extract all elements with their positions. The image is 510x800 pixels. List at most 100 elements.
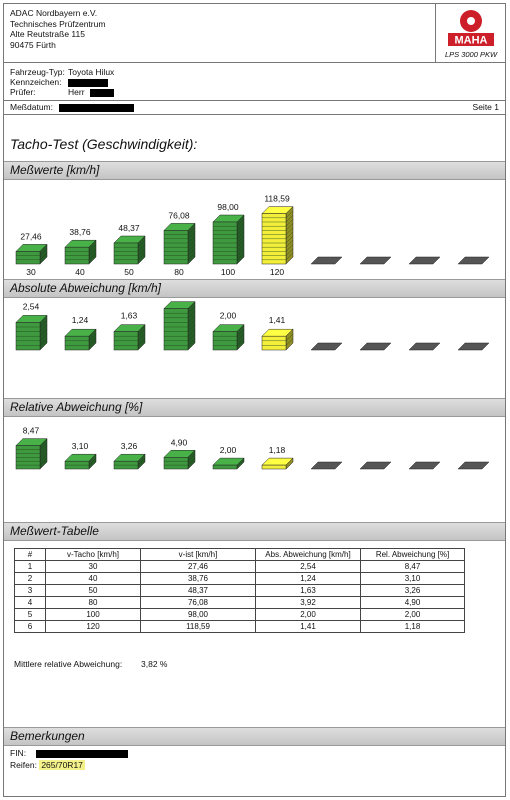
address-line: Alte Reutstraße 115 xyxy=(10,29,85,39)
table-cell: 1,41 xyxy=(255,620,361,633)
table-row: 3 50 48,37 1,63 3,26 xyxy=(14,584,465,597)
category-label: 30 xyxy=(26,267,36,277)
empty-slot xyxy=(310,256,343,265)
data-label: 1,18 xyxy=(269,445,286,455)
empty-slot xyxy=(359,256,392,265)
data-label: 3,10 xyxy=(72,441,89,451)
average-value: 3,82 % xyxy=(141,659,168,669)
table-cell: 4 xyxy=(14,596,46,609)
table-row: 1 30 27,46 2,54 8,47 xyxy=(14,560,465,573)
data-label: 48,37 xyxy=(118,223,140,233)
table-cell: 2,00 xyxy=(255,608,361,621)
bar xyxy=(212,457,245,470)
data-label: 3,26 xyxy=(121,441,138,451)
empty-slot xyxy=(408,342,441,351)
column-header: v-Tacho [km/h] xyxy=(45,548,141,561)
tester-value: Herr xyxy=(68,87,85,97)
tires-row: Reifen: 265/70R17 xyxy=(10,760,85,770)
fin-label: FIN: xyxy=(10,748,27,758)
empty-slot xyxy=(408,256,441,265)
redacted-fin xyxy=(36,749,129,758)
bar xyxy=(163,300,196,351)
table-cell: 3,10 xyxy=(360,572,465,585)
data-label: 98,00 xyxy=(217,202,239,212)
bar xyxy=(64,239,97,265)
table-cell: 6 xyxy=(14,620,46,633)
table-row: 4 80 76,08 3,92 4,90 xyxy=(14,596,465,609)
section-title: Meßwerte [km/h] xyxy=(10,163,100,177)
bar xyxy=(15,314,48,351)
vehicle-type-value: Toyota Hilux xyxy=(68,67,115,77)
column-header: # xyxy=(14,548,46,561)
table-cell: 40 xyxy=(45,572,141,585)
table-cell: 100 xyxy=(45,608,141,621)
tires-value: 265/70R17 xyxy=(39,760,85,770)
table-cell: 48,37 xyxy=(140,584,256,597)
section-title: Relative Abweichung [%] xyxy=(10,400,143,414)
bar xyxy=(261,205,294,265)
bar xyxy=(163,449,196,470)
empty-slot xyxy=(359,342,392,351)
bar xyxy=(261,457,294,470)
table-cell: 3,26 xyxy=(360,584,465,597)
address-block: ADAC Nordbayern e.V. Technisches Prüfzen… xyxy=(10,8,105,50)
bar xyxy=(15,437,48,470)
data-label: 2,00 xyxy=(220,445,237,455)
logo-text: MAHA xyxy=(455,35,488,47)
table-cell: 3,92 xyxy=(255,596,361,609)
gear-logo-icon: MAHA xyxy=(448,10,494,47)
address-line: Technisches Prüfzentrum xyxy=(10,18,106,29)
section-title: Bemerkungen xyxy=(10,729,85,743)
redacted-tester xyxy=(89,88,114,97)
vehicle-type-row: Fahrzeug-Typ: Toyota Hilux xyxy=(10,67,114,77)
data-label: 1,41 xyxy=(269,315,286,325)
category-label: 40 xyxy=(75,267,85,277)
category-label: 80 xyxy=(174,267,184,277)
tester-label: Prüfer: xyxy=(10,87,36,97)
data-label: 1,24 xyxy=(72,315,89,325)
table-cell: 1,18 xyxy=(360,620,465,633)
data-label: 1,63 xyxy=(121,311,138,321)
bar xyxy=(113,323,146,351)
measured-values-chart: 27,46 30 38,76 40 48,37 50 76,08 80 98,00 100 118,… xyxy=(15,194,490,277)
data-label: 27,46 xyxy=(20,231,42,241)
table-cell: 76,08 xyxy=(140,596,256,609)
table-cell: 118,59 xyxy=(140,620,256,633)
table-cell: 27,46 xyxy=(140,560,256,573)
plate-row: Kennzeichen: xyxy=(10,77,108,87)
table-cell: 1,24 xyxy=(255,572,361,585)
section-title: Absolute Abweichung [km/h] xyxy=(10,281,161,295)
average-deviation: Mittlere relative Abweichung: 3,82 % xyxy=(14,659,167,669)
relative-deviation-chart: 8,47 3,10 3,26 4,90 2,00 1,18 xyxy=(15,426,490,470)
empty-slot xyxy=(457,342,490,351)
table-header-row: # v-Tacho [km/h] v-ist [km/h] Abs. Abwei… xyxy=(14,548,465,561)
table-cell: 3 xyxy=(14,584,46,597)
data-label: 118,59 xyxy=(264,194,290,204)
data-label: 2,00 xyxy=(220,311,237,321)
address-line: ADAC Nordbayern e.V. xyxy=(10,8,98,18)
data-label: 2,54 xyxy=(23,301,40,311)
table-cell: 120 xyxy=(45,620,141,633)
redacted-date xyxy=(59,103,135,112)
bar xyxy=(113,453,146,470)
maha-logo: MAHA LPS 3000 PKW xyxy=(435,4,506,62)
table-cell: 1,63 xyxy=(255,584,361,597)
table-cell: 30 xyxy=(45,560,141,573)
table-cell: 80 xyxy=(45,596,141,609)
column-header: v-ist [km/h] xyxy=(140,548,256,561)
table-cell: 98,00 xyxy=(140,608,256,621)
empty-slot xyxy=(310,461,343,470)
table-cell: 2,00 xyxy=(360,608,465,621)
section-band-absolute: Absolute Abweichung [km/h] xyxy=(4,279,505,298)
report-header: ADAC Nordbayern e.V. Technisches Prüfzen… xyxy=(4,4,505,63)
table-row: 2 40 38,76 1,24 3,10 xyxy=(14,572,465,585)
bar xyxy=(15,243,48,265)
test-report: ADAC Nordbayern e.V. Technisches Prüfzen… xyxy=(3,3,506,797)
address-line: 90475 Fürth xyxy=(10,39,56,50)
section-band-remarks: Bemerkungen xyxy=(4,727,505,746)
column-header: Rel. Abweichung [%] xyxy=(360,548,465,561)
plate-label: Kennzeichen: xyxy=(10,77,62,87)
bar xyxy=(64,328,97,351)
measurement-table: # v-Tacho [km/h] v-ist [km/h] Abs. Abwei… xyxy=(14,548,465,633)
bar xyxy=(261,328,294,351)
